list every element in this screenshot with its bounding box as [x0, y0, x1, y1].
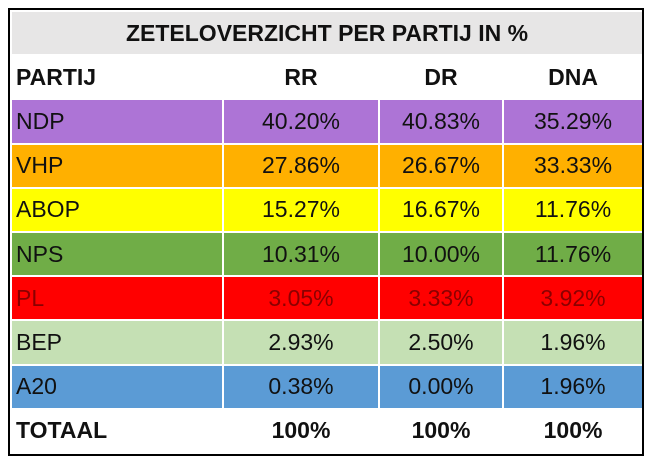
value-cell: 100% — [380, 409, 502, 452]
total-row: TOTAAL 100% 100% 100% — [12, 409, 643, 452]
party-row: NDP 40.20% 40.83% 35.29% — [12, 100, 643, 143]
value-cell: RR — [224, 56, 378, 99]
value-cell: 3.33% — [380, 277, 502, 320]
value-cell: 1.96% — [504, 321, 643, 364]
party-row: PL 3.05% 3.33% 3.92% — [12, 277, 643, 320]
party-cell: TOTAAL — [12, 409, 222, 452]
value-cell: 1.96% — [504, 365, 643, 408]
value-cell: 10.00% — [380, 232, 502, 276]
value-cell: 26.67% — [380, 144, 502, 187]
value-cell: 16.67% — [380, 188, 502, 231]
table-body: ZETELOVERZICHT PER PARTIJ IN % PARTIJ RR D… — [12, 12, 643, 452]
value-cell: 100% — [504, 409, 643, 452]
party-cell: NPS — [12, 232, 222, 276]
header-row: PARTIJ RR DR DNA — [12, 56, 643, 99]
value-cell: 2.93% — [224, 321, 378, 364]
value-cell: 35.29% — [504, 100, 643, 143]
party-row: ABOP 15.27% 16.67% 11.76% — [12, 188, 643, 231]
value-cell: 2.50% — [380, 321, 502, 364]
value-cell: 0.38% — [224, 365, 378, 408]
value-cell: 100% — [224, 409, 378, 452]
value-cell: 0.00% — [380, 365, 502, 408]
party-row: VHP 27.86% 26.67% 33.33% — [12, 144, 643, 187]
party-cell: ABOP — [12, 188, 222, 231]
value-cell: 40.83% — [380, 100, 502, 143]
party-cell: A20 — [12, 365, 222, 408]
party-cell: PL — [12, 277, 222, 320]
value-cell: 11.76% — [504, 188, 643, 231]
value-cell: 40.20% — [224, 100, 378, 143]
party-cell: BEP — [12, 321, 222, 364]
value-cell: 33.33% — [504, 144, 643, 187]
table-title: ZETELOVERZICHT PER PARTIJ IN % — [12, 12, 643, 55]
title-row: ZETELOVERZICHT PER PARTIJ IN % — [12, 12, 643, 55]
seat-table: ZETELOVERZICHT PER PARTIJ IN % PARTIJ RR D… — [10, 10, 644, 454]
value-cell: DR — [380, 56, 502, 99]
table-frame: ZETELOVERZICHT PER PARTIJ IN % PARTIJ RR D… — [8, 8, 644, 456]
party-cell: VHP — [12, 144, 222, 187]
party-row: NPS 10.31% 10.00% 11.76% — [12, 232, 643, 276]
party-row: BEP 2.93% 2.50% 1.96% — [12, 321, 643, 364]
party-cell: NDP — [12, 100, 222, 143]
value-cell: DNA — [504, 56, 643, 99]
value-cell: 15.27% — [224, 188, 378, 231]
party-cell: PARTIJ — [12, 56, 222, 99]
value-cell: 10.31% — [224, 232, 378, 276]
value-cell: 3.05% — [224, 277, 378, 320]
value-cell: 3.92% — [504, 277, 643, 320]
value-cell: 27.86% — [224, 144, 378, 187]
value-cell: 11.76% — [504, 232, 643, 276]
party-row: A20 0.38% 0.00% 1.96% — [12, 365, 643, 408]
